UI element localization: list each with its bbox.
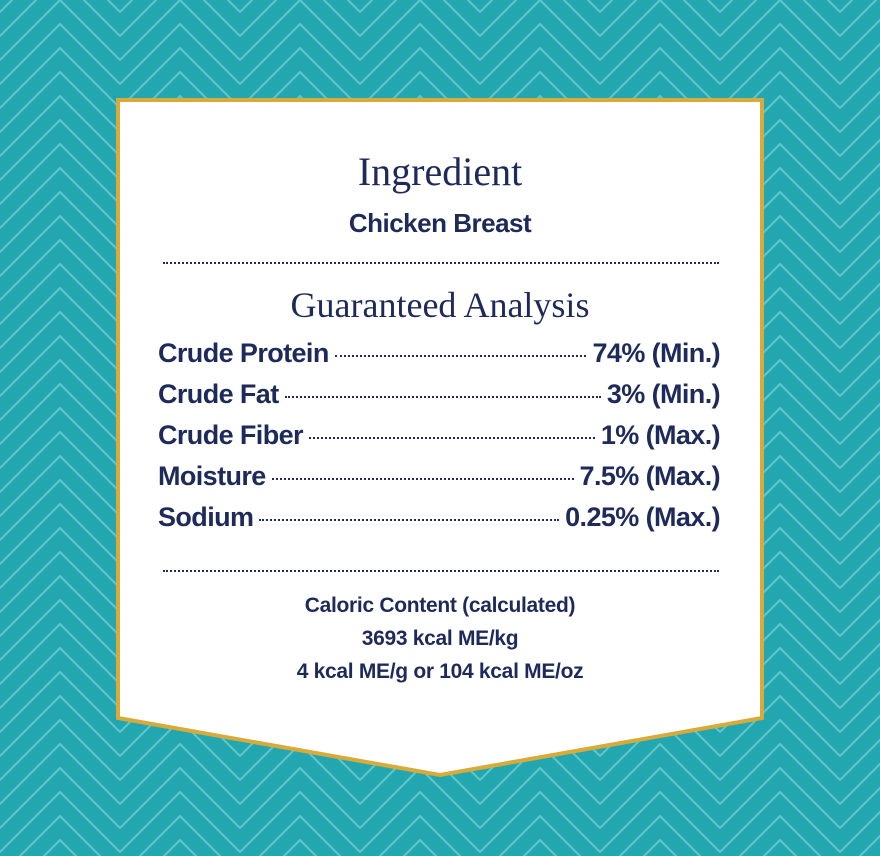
- analysis-row: Crude Fat 3% (Min.): [158, 379, 721, 415]
- analysis-row: Moisture 7.5% (Max.): [158, 461, 721, 497]
- ingredient-name: Chicken Breast: [348, 208, 532, 238]
- nutrient-value: 1% (Max.): [600, 420, 721, 450]
- dot-leader: [259, 519, 560, 521]
- nutrient-value: 7.5% (Max.): [579, 461, 721, 491]
- analysis-row: Crude Fiber 1% (Max.): [158, 420, 721, 456]
- analysis-title: Guaranteed Analysis: [290, 285, 590, 325]
- nutrient-name: Crude Fiber: [158, 420, 304, 450]
- dot-leader: [271, 478, 574, 480]
- dot-leader: [308, 437, 595, 439]
- ingredient-title: Ingredient: [357, 149, 523, 194]
- nutrient-name: Moisture: [158, 461, 266, 491]
- analysis-row: Sodium 0.25% (Max.): [158, 502, 721, 538]
- dot-leader: [284, 396, 601, 398]
- separator: [163, 570, 719, 572]
- caloric-line: 3693 kcal ME/kg: [361, 627, 519, 650]
- nutrient-name: Crude Fat: [158, 379, 279, 409]
- nutrient-name: Crude Protein: [158, 338, 329, 368]
- nutrient-value: 0.25% (Max.): [565, 502, 720, 532]
- caloric-line: Caloric Content (calculated): [304, 594, 576, 617]
- nutrient-value: 3% (Min.): [606, 379, 721, 409]
- nutrient-value: 74% (Min.): [592, 338, 720, 368]
- separator: [163, 262, 719, 264]
- caloric-line: 4 kcal ME/g or 104 kcal ME/oz: [296, 660, 584, 683]
- nutrient-name: Sodium: [158, 502, 254, 532]
- analysis-row: Crude Protein 74% (Min.): [158, 338, 721, 374]
- dot-leader: [334, 355, 587, 357]
